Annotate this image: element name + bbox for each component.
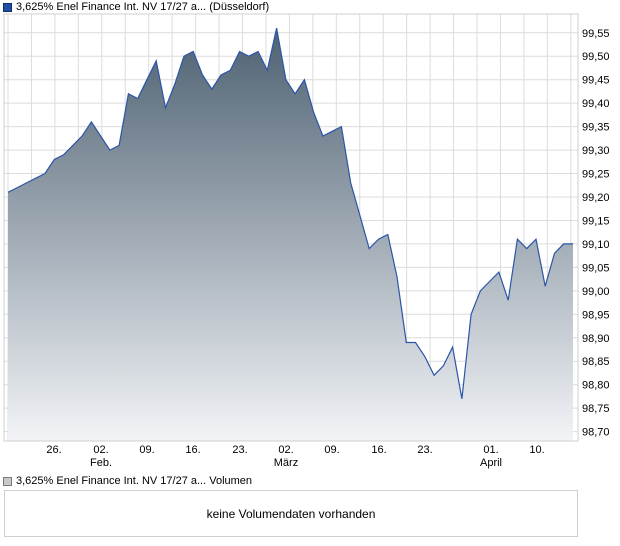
price-line <box>7 27 573 399</box>
x-tick-label: 16. <box>185 444 200 456</box>
volume-legend-label: 3,625% Enel Finance Int. NV 17/27 a... V… <box>16 475 253 487</box>
x-month-label: April <box>480 457 502 469</box>
price-chart: 98,70 98,75 98,80 98,85 98,90 98,95 99,00 99,05… <box>3 13 610 469</box>
x-tick-label: 09. <box>324 444 339 456</box>
y-tick-label: 99,55 <box>582 28 610 40</box>
y-tick-label: 98,80 <box>582 380 610 392</box>
y-tick-label: 99,30 <box>582 145 610 157</box>
price-legend: 3,625% Enel Finance Int. NV 17/27 a... (… <box>3 0 269 14</box>
x-tick-label: 10. <box>529 444 544 456</box>
x-tick-label: 09. <box>139 444 154 456</box>
y-tick-label: 99,10 <box>582 239 610 251</box>
price-area <box>8 28 573 441</box>
chart-frame <box>3 13 579 442</box>
no-volume-message: keine Volumendaten vorhanden <box>206 506 376 521</box>
y-tick-label: 98,85 <box>582 356 610 368</box>
y-tick-label: 98,90 <box>582 333 610 345</box>
y-tick-label: 98,75 <box>582 403 610 415</box>
y-tick-label: 99,15 <box>582 215 610 227</box>
y-tick-label: 99,25 <box>582 169 610 181</box>
x-tick-label: 02. <box>278 444 293 456</box>
y-tick-label: 98,70 <box>582 427 610 439</box>
price-legend-label: 3,625% Enel Finance Int. NV 17/27 a... (… <box>16 1 270 13</box>
x-tick-label: 23. <box>232 444 247 456</box>
y-tick-label: 98,95 <box>582 309 610 321</box>
x-month-label: Feb. <box>90 457 112 469</box>
volume-panel: keine Volumendaten vorhanden <box>4 490 578 537</box>
x-tick-label: 01. <box>483 444 498 456</box>
x-tick-label: 02. <box>93 444 108 456</box>
y-axis: 98,70 98,75 98,80 98,85 98,90 98,95 99,00 99,05… <box>582 28 610 439</box>
x-axis: 26. 02. 09. 16. 23. 02. 09. 16. 23. 01. 10. Feb. Mär… <box>46 444 544 469</box>
y-tick-label: 99,35 <box>582 122 610 134</box>
volume-legend-swatch <box>3 476 12 486</box>
x-tick-label: 16. <box>371 444 386 456</box>
x-month-label: März <box>274 457 298 469</box>
volume-legend: 3,625% Enel Finance Int. NV 17/27 a... V… <box>3 474 252 488</box>
price-legend-swatch <box>3 2 12 12</box>
y-tick-label: 99,05 <box>582 262 610 274</box>
x-tick-label: 26. <box>46 444 61 456</box>
x-tick-label: 23. <box>417 444 432 456</box>
y-tick-label: 99,00 <box>582 286 610 298</box>
y-tick-label: 99,50 <box>582 51 610 63</box>
y-tick-label: 99,45 <box>582 75 610 87</box>
y-tick-label: 99,20 <box>582 192 610 204</box>
y-tick-label: 99,40 <box>582 98 610 110</box>
